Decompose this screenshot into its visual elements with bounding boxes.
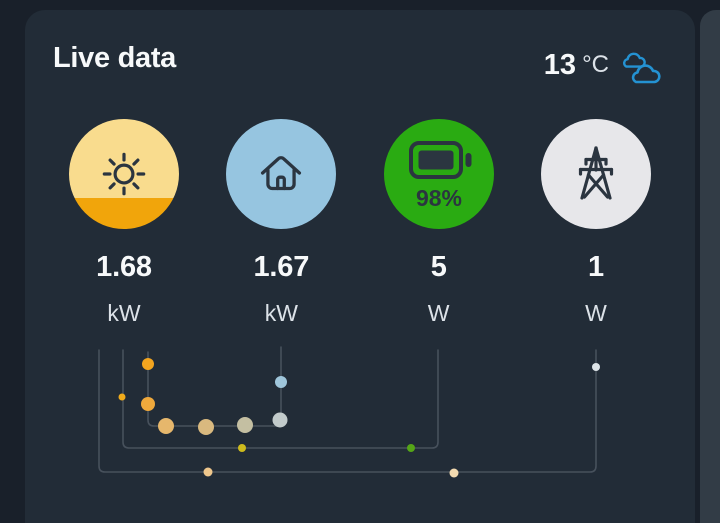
home-unit: kW [264, 300, 298, 326]
flow-dot [449, 468, 459, 478]
flow-dot [237, 417, 253, 433]
flow-path-solar-to-home [147, 346, 282, 427]
flow-dot [142, 358, 154, 370]
house-icon [261, 156, 302, 191]
solar-value: 1.68 [96, 251, 152, 283]
energy-columns: 1.68 kW 1.67 kW [69, 119, 651, 327]
live-data-card: Live data 13 °C [25, 10, 695, 523]
column-solar[interactable]: 1.68 kW [69, 119, 179, 327]
grid-unit: W [585, 300, 607, 326]
page-title: Live data [53, 42, 177, 74]
battery-charge-label: 98% [416, 185, 462, 211]
flow-dot [158, 418, 174, 434]
temperature-unit: °C [582, 51, 609, 78]
column-home[interactable]: 1.67 kW [226, 119, 337, 327]
weather-summary[interactable]: 13 °C [544, 40, 671, 90]
next-card-peek[interactable] [700, 10, 720, 523]
sun-icon [102, 152, 146, 196]
flow-dot [198, 419, 214, 435]
flow-dot [238, 444, 246, 452]
home-circle [226, 119, 337, 229]
temperature-value: 13 [543, 49, 577, 81]
home-value: 1.67 [253, 251, 310, 283]
flow-dot [275, 376, 287, 388]
flow-dot [407, 444, 415, 452]
grid-value: 1 [588, 251, 604, 283]
card-header: Live data 13 °C [53, 40, 671, 90]
battery-icon: 98% [408, 141, 472, 211]
flow-dot [118, 393, 126, 401]
battery-value: 5 [430, 251, 447, 283]
column-battery[interactable]: 98% 5 W [383, 119, 494, 327]
flow-dot [141, 397, 155, 411]
solar-circle [69, 119, 179, 229]
flow-path-solar-to-battery [122, 349, 439, 449]
flow-dot [272, 412, 288, 428]
flow-dot [203, 467, 213, 477]
solar-unit: kW [107, 300, 141, 326]
clouds-icon [623, 52, 661, 84]
pylon-icon [578, 146, 614, 200]
battery-circle: 98% [383, 119, 494, 229]
column-grid[interactable]: 1 W [540, 119, 651, 327]
grid-circle [540, 119, 651, 229]
flow-dot [592, 363, 600, 371]
battery-unit: W [427, 300, 450, 326]
flow-path-solar-to-grid [98, 349, 597, 473]
